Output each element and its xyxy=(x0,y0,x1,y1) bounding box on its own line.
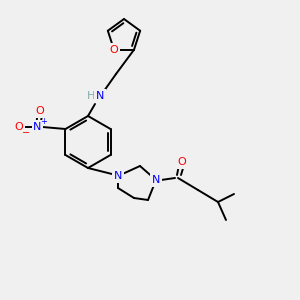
Text: +: + xyxy=(40,118,47,127)
Text: O: O xyxy=(35,106,44,116)
Text: −: − xyxy=(22,128,31,138)
Text: N: N xyxy=(114,171,122,181)
Text: O: O xyxy=(178,157,186,167)
Text: O: O xyxy=(14,122,23,132)
Text: N: N xyxy=(33,122,42,132)
Text: N: N xyxy=(152,175,160,185)
Text: H: H xyxy=(87,91,95,101)
Text: O: O xyxy=(110,45,118,55)
Text: N: N xyxy=(96,91,104,101)
